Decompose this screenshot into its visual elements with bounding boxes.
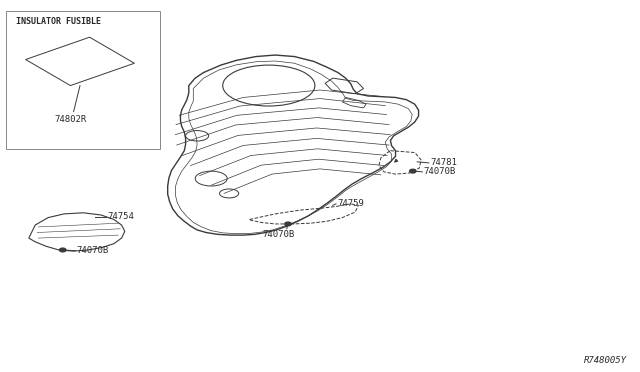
Circle shape [60, 248, 66, 252]
Text: 74070B: 74070B [424, 167, 456, 176]
Text: R748005Y: R748005Y [584, 356, 627, 365]
Text: 74754: 74754 [107, 212, 134, 221]
Text: 74759: 74759 [337, 199, 364, 208]
Text: 74802R: 74802R [54, 115, 86, 124]
Circle shape [410, 169, 416, 173]
Circle shape [285, 222, 291, 226]
Text: 74070B: 74070B [262, 230, 294, 239]
Text: INSULATOR FUSIBLE: INSULATOR FUSIBLE [16, 17, 101, 26]
Text: 74781: 74781 [430, 158, 457, 167]
Text: 74070B: 74070B [77, 246, 109, 255]
Bar [6, 11, 160, 149]
